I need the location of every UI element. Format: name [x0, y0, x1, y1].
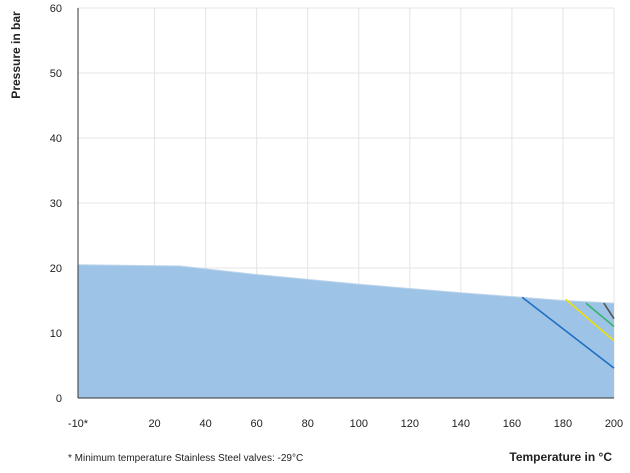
x-tick-label: 180: [554, 418, 572, 430]
axes: [77, 8, 614, 399]
series-line-1: [564, 298, 615, 342]
x-tick-label: 140: [452, 418, 470, 430]
y-tick-label: 20: [50, 263, 62, 275]
series-line-0: [521, 296, 615, 369]
x-tick-label: 40: [199, 418, 211, 430]
series-line-2: [585, 302, 615, 328]
y-tick-label: 0: [56, 393, 62, 405]
area-layer: [77, 264, 615, 398]
x-axis-label: Temperature in °C: [509, 450, 612, 464]
x-tick-label: 80: [302, 418, 314, 430]
y-tick-label: 30: [50, 198, 62, 210]
x-tick-label: 60: [251, 418, 263, 430]
area-series-edge-0: [77, 264, 615, 304]
y-tick-label: 40: [50, 133, 62, 145]
line-layer: [521, 296, 615, 369]
x-tick-label: 160: [503, 418, 521, 430]
x-tick-label: 20: [148, 418, 160, 430]
x-tick-label: 200: [605, 418, 623, 430]
x-tick-label: 120: [401, 418, 419, 430]
tick-labels: 0 10 20 30 40 50 60 -10* 20 40 60 80 100 120 140 160 180…: [50, 3, 623, 430]
series-line-3: [603, 302, 615, 320]
area-series-0: [78, 264, 614, 398]
y-tick-label: 10: [50, 328, 62, 340]
x-tick-label: -10*: [68, 418, 89, 430]
y-axis-label: Pressure in bar: [9, 11, 23, 99]
x-tick-label: 100: [350, 418, 368, 430]
y-tick-label: 60: [50, 3, 62, 15]
y-tick-label: 50: [50, 68, 62, 80]
footnote: * Minimum temperature Stainless Steel va…: [68, 453, 303, 464]
